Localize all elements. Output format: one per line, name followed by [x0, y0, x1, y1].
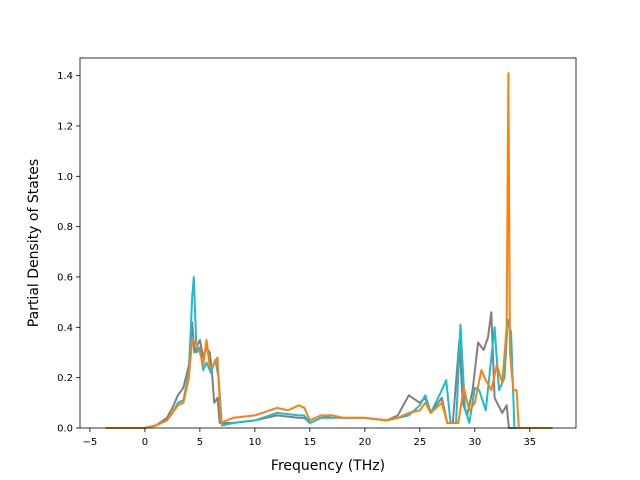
y-tick-label: 0.2	[57, 373, 73, 384]
series-line-1	[105, 311, 553, 429]
series-line-3	[105, 72, 553, 429]
series-line-2	[105, 276, 553, 429]
x-ticks: −5 0 5 10 15 20 25 30 35	[83, 428, 536, 448]
x-tick-label: 25	[413, 437, 426, 448]
y-tick-label: 0.8	[57, 222, 73, 233]
series-layer	[105, 72, 553, 429]
y-ticks: 0.0 0.2 0.4 0.6 0.8 1.0 1.2 1.4	[57, 71, 80, 435]
y-tick-label: 0.0	[57, 424, 73, 435]
plot-area	[80, 58, 576, 428]
x-tick-label: 30	[468, 437, 481, 448]
axes-frame	[79, 57, 577, 429]
y-axis-title: Partial Density of States	[26, 159, 42, 327]
x-tick-label: 0	[142, 437, 148, 448]
y-tick-label: 1.2	[57, 121, 73, 132]
x-tick-label: 5	[197, 437, 203, 448]
x-axis-title: Frequency (THz)	[271, 458, 385, 474]
y-tick-label: 1.0	[57, 172, 73, 183]
x-tick-label: 15	[303, 437, 316, 448]
y-tick-label: 1.4	[57, 71, 73, 82]
x-tick-label: −5	[83, 437, 98, 448]
x-tick-label: 35	[523, 437, 536, 448]
y-tick-label: 0.6	[57, 272, 73, 283]
x-tick-label: 10	[248, 437, 261, 448]
x-tick-label: 20	[358, 437, 371, 448]
y-tick-label: 0.4	[57, 323, 73, 334]
